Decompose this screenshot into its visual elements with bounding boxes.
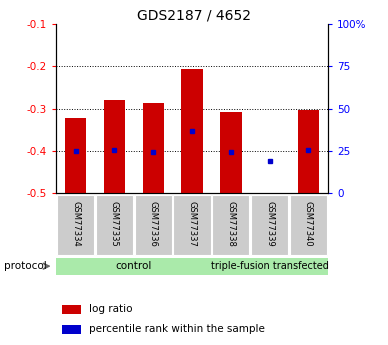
Bar bbox=[135, 195, 172, 255]
Bar bbox=[62, 325, 81, 334]
Text: percentile rank within the sample: percentile rank within the sample bbox=[89, 324, 265, 334]
Bar bbox=[212, 195, 249, 255]
Bar bbox=[220, 112, 241, 193]
Bar bbox=[298, 110, 319, 193]
Bar bbox=[211, 258, 328, 275]
Bar bbox=[96, 195, 133, 255]
Text: GSM77336: GSM77336 bbox=[149, 201, 158, 247]
Text: GSM77337: GSM77337 bbox=[187, 201, 197, 247]
Text: GSM77335: GSM77335 bbox=[110, 201, 119, 247]
Text: GDS2187 / 4652: GDS2187 / 4652 bbox=[137, 9, 251, 23]
Text: GSM77340: GSM77340 bbox=[304, 201, 313, 247]
Text: GSM77338: GSM77338 bbox=[226, 201, 236, 247]
Bar bbox=[182, 69, 203, 193]
Bar bbox=[173, 195, 211, 255]
Bar bbox=[290, 195, 327, 255]
Bar bbox=[62, 305, 81, 314]
Text: triple-fusion transfected: triple-fusion transfected bbox=[211, 261, 329, 271]
Text: control: control bbox=[116, 261, 152, 271]
Bar bbox=[143, 103, 164, 193]
Text: GSM77334: GSM77334 bbox=[71, 201, 80, 247]
Bar bbox=[57, 195, 94, 255]
Bar bbox=[104, 100, 125, 193]
Text: GSM77339: GSM77339 bbox=[265, 201, 274, 247]
Text: log ratio: log ratio bbox=[89, 304, 132, 314]
Text: protocol: protocol bbox=[4, 261, 47, 271]
Bar bbox=[251, 195, 288, 255]
Bar bbox=[56, 258, 211, 275]
Bar bbox=[65, 118, 86, 193]
